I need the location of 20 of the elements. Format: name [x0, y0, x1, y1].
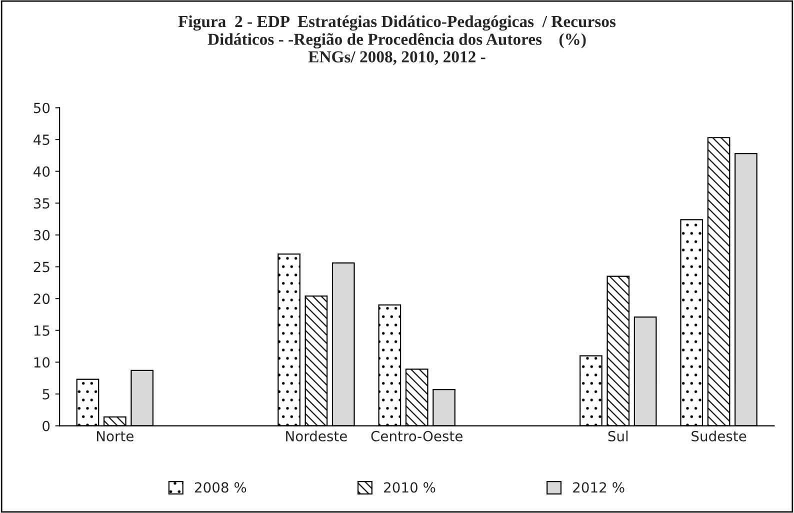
y-tick-label: 35 [34, 198, 50, 209]
y-tick-label: 30 [34, 230, 50, 240]
y-tick-label: 5 [42, 389, 50, 400]
y-tick-label: 50 [34, 102, 50, 114]
legend-label: 2008 % [194, 482, 246, 493]
y-tick-label: 0 [42, 420, 50, 432]
x-tick-label: Nordeste [286, 430, 347, 442]
x-tick-label: Norte [96, 431, 134, 442]
legend-label: 2012 % [573, 482, 624, 493]
y-tick-label: 40 [34, 166, 50, 177]
x-tick-label: Centro-Oeste [371, 430, 462, 442]
y-tick-label: 45 [34, 134, 50, 146]
y-tick-label: 10 [34, 357, 50, 368]
y-tick-label: 25 [34, 262, 50, 272]
y-tick-label: 20 [34, 294, 50, 304]
chart-title: Figura 2 - EDP Estratégias Didático-Pedagógicas / Recursos Didáticos - -Região de Procedência dos Autores (%) ENGs/ 2008, 2010, 2012 - [178, 15, 616, 65]
x-tick-label: Sul [608, 430, 628, 442]
legend-label: 2010 % [384, 482, 436, 493]
y-tick-label: 15 [34, 326, 50, 336]
x-tick-label: Sudeste [692, 430, 746, 442]
